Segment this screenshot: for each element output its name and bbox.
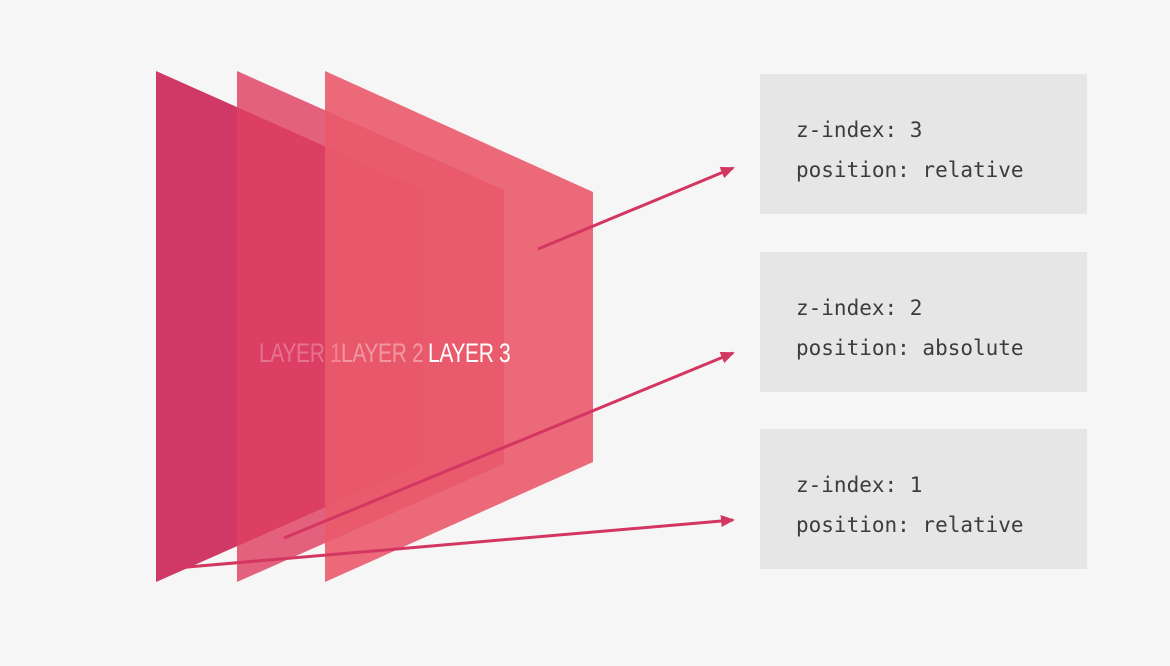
- position-value: position: relative: [796, 158, 1024, 182]
- layer-3-properties-box: z-index: 3 position: relative: [760, 74, 1087, 214]
- layer-3-panel: [325, 71, 593, 582]
- layer-2-properties-box: z-index: 2 position: absolute: [760, 252, 1087, 392]
- layer-1-label: LAYER 1: [259, 339, 341, 369]
- layer-1-properties-box: z-index: 1 position: relative: [760, 429, 1087, 569]
- z-index-value: z-index: 1: [796, 473, 923, 497]
- layer-3-label: LAYER 3: [428, 339, 510, 369]
- position-value: position: relative: [796, 513, 1024, 537]
- z-index-value: z-index: 3: [796, 118, 923, 142]
- arrow-layer-3: [537, 166, 735, 251]
- arrow-layer-1: [175, 515, 735, 570]
- arrow-layer-2: [283, 351, 735, 540]
- position-value: position: absolute: [796, 336, 1024, 360]
- z-index-value: z-index: 2: [796, 296, 923, 320]
- layer-2-label: LAYER 2: [341, 339, 423, 369]
